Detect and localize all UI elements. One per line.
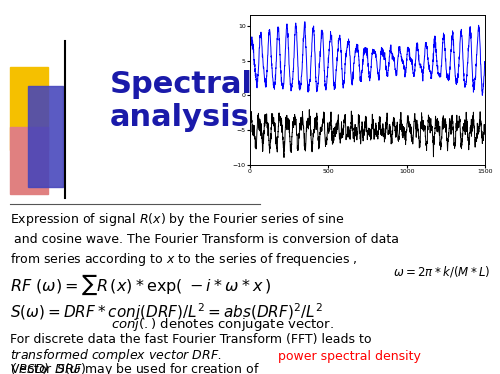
Text: For discrete data the fast Fourier Transform (FFT) leads to: For discrete data the fast Fourier Trans… <box>10 333 372 346</box>
Text: Expression of signal $R(x)$ by the Fourier series of sine
 and cosine wave. The : Expression of signal $R(x)$ by the Fouri… <box>10 211 399 268</box>
Text: $conj(.)$ denotes conjugate vector.: $conj(.)$ denotes conjugate vector. <box>10 316 334 333</box>
Text: $S(\omega) = DRF*conj(DRF)/L^2 = abs(DRF)^2/L^2$: $S(\omega) = DRF*conj(DRF)/L^2 = abs(DRF… <box>10 301 323 323</box>
Text: $RF \ (\omega) = \sum R\,(x) * \exp(\; -i * \omega * x\,)$: $RF \ (\omega) = \sum R\,(x) * \exp(\; -… <box>10 273 271 297</box>
Text: Vector $DRF$ may be used for creation of: Vector $DRF$ may be used for creation of <box>10 361 260 374</box>
Bar <box>10 127 48 194</box>
Bar <box>28 86 62 187</box>
Text: ( PSD)  $S(\omega)$: ( PSD) $S(\omega)$ <box>10 361 86 374</box>
Text: power spectral density: power spectral density <box>278 350 420 364</box>
Text: transformed complex vector $DRF$.: transformed complex vector $DRF$. <box>10 347 222 364</box>
Bar <box>10 67 48 150</box>
Text: $\omega = 2\pi*k/(M*L)$: $\omega = 2\pi*k/(M*L)$ <box>392 264 490 279</box>
Text: Spectral
analysis: Spectral analysis <box>110 70 253 132</box>
